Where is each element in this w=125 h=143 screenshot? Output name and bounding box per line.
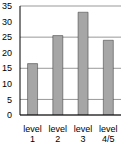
svg-text:30: 30	[8, 17, 12, 27]
svg-text:20: 20	[8, 48, 12, 58]
svg-text:25: 25	[8, 32, 12, 42]
svg-text:5: 5	[8, 95, 12, 105]
svg-text:level4/5: level4/5	[99, 124, 117, 143]
svg-text:level3: level3	[74, 124, 93, 143]
svg-text:level1: level1	[23, 124, 42, 143]
svg-text:level2: level2	[49, 124, 68, 143]
svg-text:35: 35	[8, 1, 12, 11]
svg-text:0: 0	[8, 110, 12, 120]
svg-text:15: 15	[8, 63, 12, 73]
svg-text:10: 10	[8, 79, 12, 89]
